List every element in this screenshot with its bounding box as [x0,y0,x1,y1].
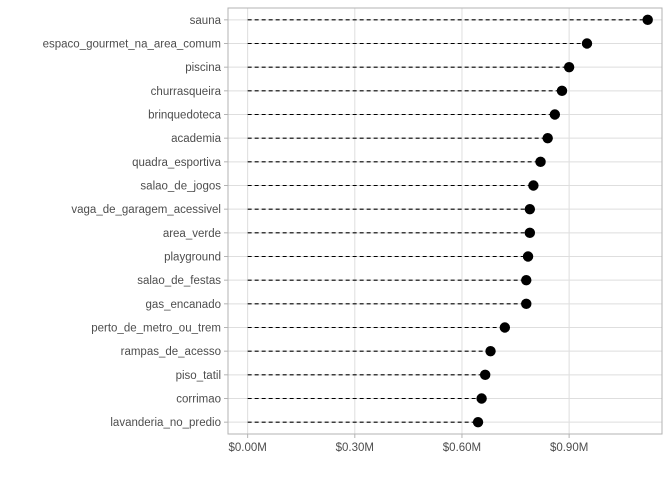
y-tick-label: vaga_de_garagem_acessivel [71,204,221,216]
y-axis-tick-labels: sauna espaco_gourmet_na_area_comumpiscina… [43,15,228,429]
data-point [479,369,491,381]
data-point [521,298,532,310]
x-axis-tick-labels: $0.00M $0.30M $0.60M $0.90M [228,434,588,454]
y-tick-label: corrimao [176,394,221,406]
y-tick-label: playground [164,252,221,264]
x-tick-label: $0.90M [550,442,588,454]
y-tick-label: brinquedoteca [148,110,221,122]
data-point [499,322,511,333]
data-point [524,203,536,215]
data-point [642,14,653,26]
grid-lines [228,8,662,434]
data-point [535,156,546,168]
y-tick-label: churrasqueira [151,86,222,98]
y-tick-label: rampas_de_acesso [121,346,221,358]
y-tick-label: piso_tatil [176,370,221,382]
x-tick-label: $0.00M [228,442,266,454]
y-tick-label: salao_de_jogos [140,181,221,193]
data-point [524,227,536,239]
y-tick-label: piscina [185,62,221,74]
data-point [581,38,593,49]
data-point [476,393,487,404]
y-tick-label: area_verde [163,228,221,240]
plot-panel-border [227,7,663,435]
data-point [485,345,496,357]
data-points [472,14,653,428]
x-tick-label: $0.60M [443,442,481,454]
y-tick-label: lavanderia_no_predio [110,417,221,429]
data-point [472,416,484,428]
data-point [528,180,539,191]
y-tick-label: espaco_gourmet_na_area_comum [43,39,221,51]
y-tick-label: perto_de_metro_ou_trem [91,323,221,335]
x-tick-label: $0.30M [336,442,374,454]
data-point [521,274,532,286]
data-point [549,109,561,120]
data-point [563,61,575,73]
data-point [542,132,553,144]
y-tick-label: salao_de_festas [137,275,221,287]
y-tick-label: sauna [190,15,222,27]
y-tick-label: academia [171,133,221,145]
dashed-segments [247,19,648,423]
data-point [556,85,568,97]
data-point [522,251,534,262]
y-tick-label: quadra_esportiva [132,157,221,169]
y-tick-label: gas_encanado [146,299,221,311]
